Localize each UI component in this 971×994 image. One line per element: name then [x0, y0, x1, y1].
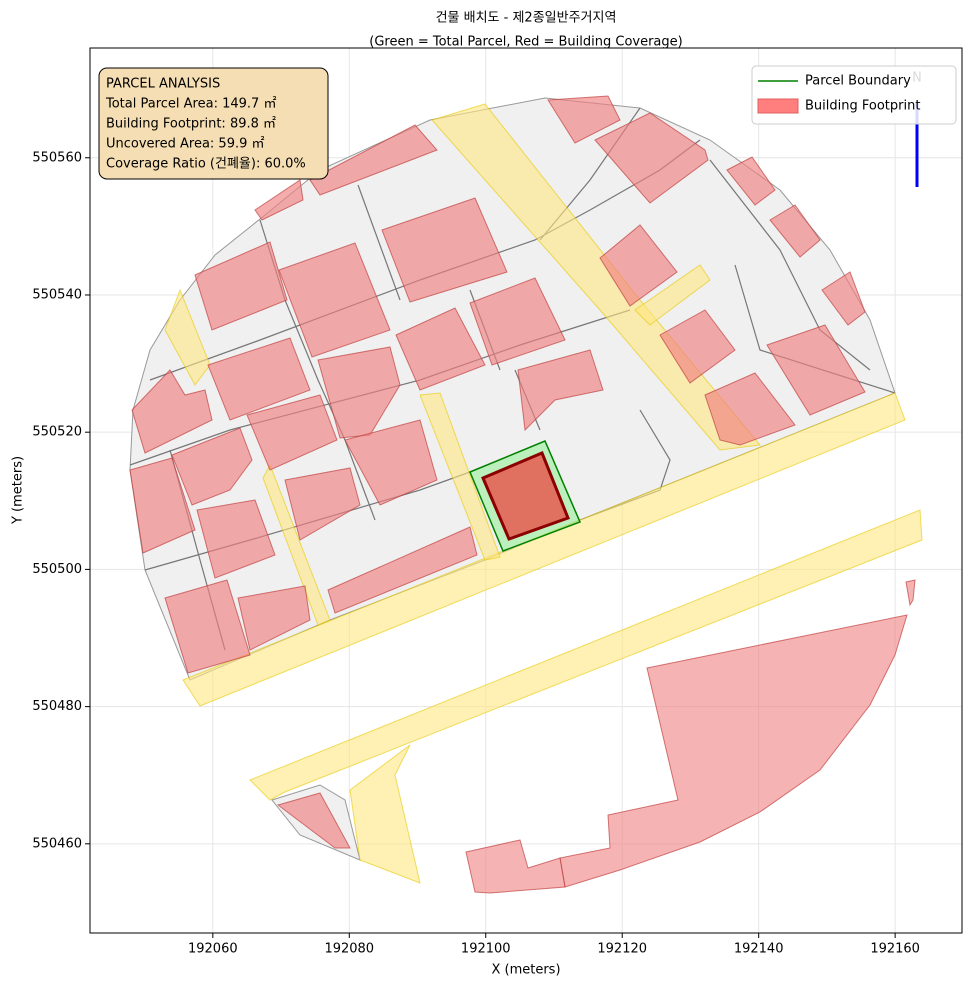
y-tick-label: 550520 — [32, 425, 82, 440]
y-axis-label: Y (meters) — [11, 456, 26, 525]
y-tick-label: 550560 — [32, 150, 82, 165]
annotation-line: Coverage Ratio (건폐율): 60.0% — [106, 157, 306, 172]
annotation-line: Building Footprint: 89.8 ㎡ — [106, 117, 276, 132]
legend-box — [751, 65, 957, 125]
y-tick-label: 550480 — [32, 699, 82, 714]
road — [249, 509, 923, 801]
y-tick-label: 550460 — [32, 836, 82, 851]
x-tick-label: 192140 — [734, 942, 784, 957]
road — [419, 392, 501, 561]
buildings — [129, 95, 916, 894]
plot-frame — [89, 47, 963, 934]
annotation-line: PARCEL ANALYSIS — [106, 77, 220, 92]
x-tick-label: 192120 — [597, 942, 647, 957]
x-tick-label: 192100 — [461, 942, 511, 957]
labels: 192060 192080 192100 192120 192140 192160 5504… — [11, 11, 957, 978]
legend-label: Parcel Boundary — [805, 74, 911, 89]
selected-building — [481, 451, 570, 541]
chart-subtitle: (Green = Total Parcel, Red = Building Co… — [369, 35, 682, 50]
x-tick-label: 192160 — [870, 942, 920, 957]
road — [349, 744, 421, 884]
map — [129, 95, 923, 894]
y-tick-label: 550500 — [32, 562, 82, 577]
y-tick-label: 550540 — [32, 287, 82, 302]
road — [262, 463, 331, 626]
annotation-line: Total Parcel Area: 149.7 ㎡ — [105, 97, 276, 112]
road — [634, 264, 711, 326]
x-axis-label: X (meters) — [491, 963, 560, 978]
x-tick-label: 192080 — [324, 942, 374, 957]
annotation-box — [98, 67, 329, 180]
road — [182, 392, 906, 707]
x-tick-label: 192060 — [188, 942, 238, 957]
annotation-line: Uncovered Area: 59.9 ㎡ — [106, 137, 265, 152]
legend-swatch — [757, 98, 799, 114]
legend-label: Building Footprint — [805, 99, 920, 114]
chart-title: 건물 배치도 - 제2종일반주거지역 — [436, 11, 617, 26]
